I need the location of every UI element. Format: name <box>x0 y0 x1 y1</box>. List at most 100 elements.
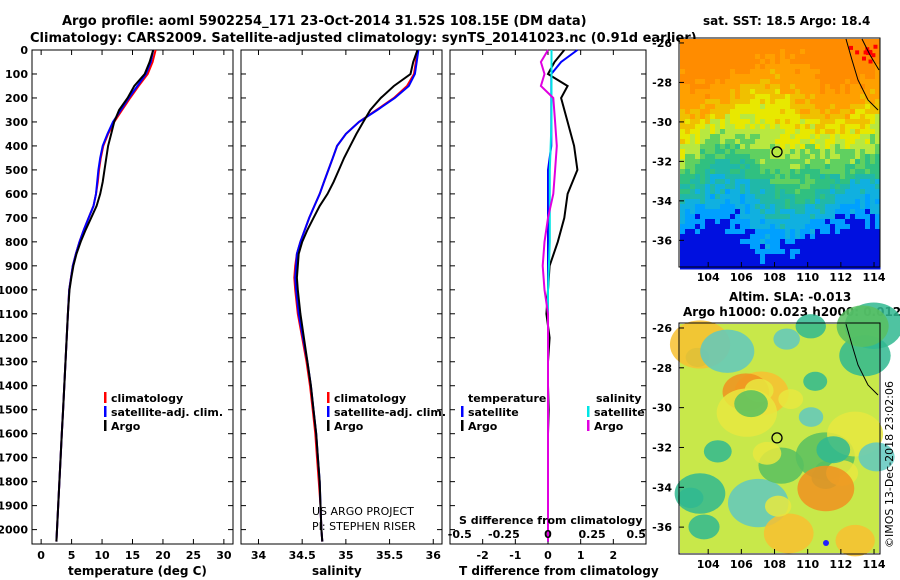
sst-cell <box>680 154 686 160</box>
sst-cell <box>815 119 821 125</box>
lon-tick-label: 104 <box>697 271 720 284</box>
sst-cell <box>795 94 801 100</box>
sst-cell <box>820 89 826 95</box>
sst-cell <box>780 49 786 55</box>
sst-cell <box>735 179 741 185</box>
sst-cell <box>715 94 721 100</box>
sst-cell <box>840 174 846 180</box>
sst-cell <box>705 124 711 130</box>
sst-cell <box>785 84 791 90</box>
sst-cell <box>850 64 856 70</box>
sst-cell <box>785 144 791 150</box>
s-tick-label: 0 <box>544 528 552 541</box>
sst-cell <box>835 229 841 235</box>
sst-cell <box>815 149 821 155</box>
sst-cell <box>875 239 881 245</box>
sst-cell <box>800 74 806 80</box>
sst-cell <box>720 44 726 50</box>
sst-cell <box>690 229 696 235</box>
depth-tick-label: 800 <box>5 236 28 249</box>
sst-cell <box>780 124 786 130</box>
sst-cell <box>815 99 821 105</box>
depth-axis: 0100200300400500600700800900100011001200… <box>0 44 28 537</box>
sst-cell <box>715 64 721 70</box>
sst-cell <box>755 179 761 185</box>
sst-cell <box>735 119 741 125</box>
sst-cell <box>795 209 801 215</box>
sst-cell <box>690 129 696 135</box>
sst-cell <box>700 219 706 225</box>
sst-cell <box>865 174 871 180</box>
sst-cell <box>815 219 821 225</box>
sst-cell <box>815 84 821 90</box>
sst-cell <box>695 234 701 240</box>
sst-cell <box>695 74 701 80</box>
sst-cell <box>845 219 851 225</box>
sst-cell <box>770 114 776 120</box>
sst-cell <box>700 99 706 105</box>
sst-cell <box>820 69 826 75</box>
sst-cell <box>825 119 831 125</box>
sst-cell <box>700 114 706 120</box>
sst-cell <box>705 134 711 140</box>
sst-cell <box>835 89 841 95</box>
sst-cell <box>825 104 831 110</box>
sst-cell <box>760 59 766 65</box>
sst-cell <box>710 179 716 185</box>
sst-cell <box>875 174 881 180</box>
sst-cell <box>775 224 781 230</box>
sst-cell <box>725 179 731 185</box>
sst-cell <box>810 174 816 180</box>
sst-cell <box>740 184 746 190</box>
sst-cell <box>790 89 796 95</box>
sst-cell <box>810 204 816 210</box>
lat-tick-label: -26 <box>652 37 672 50</box>
x-tick-label: 34 <box>251 549 267 562</box>
sst-cell <box>700 154 706 160</box>
sst-cell <box>755 199 761 205</box>
sst-cell <box>760 109 766 115</box>
sst-cell <box>840 189 846 195</box>
sst-cell <box>830 69 836 75</box>
sst-cell <box>770 54 776 60</box>
sst-cell <box>875 109 881 115</box>
sst-cell <box>740 109 746 115</box>
sst-cell <box>760 154 766 160</box>
sst-cell <box>710 239 716 245</box>
sst-cell <box>760 159 766 165</box>
sst-cell <box>830 49 836 55</box>
legend-mark-climatology <box>327 392 330 403</box>
sst-cell <box>840 259 846 265</box>
sst-cell <box>775 149 781 155</box>
sst-cell <box>850 69 856 75</box>
sst-cell <box>835 39 841 45</box>
sst-cell <box>840 229 846 235</box>
sst-cell <box>770 99 776 105</box>
sst-cell <box>865 169 871 175</box>
sst-cell <box>785 154 791 160</box>
sst-cell <box>725 244 731 250</box>
sst-cell <box>730 109 736 115</box>
sst-cell <box>765 184 771 190</box>
sst-cell <box>850 134 856 140</box>
sst-cell <box>740 199 746 205</box>
difference-legend: temperature salinity satellite Argo sate… <box>459 392 645 527</box>
sst-cell <box>845 84 851 90</box>
sst-cell <box>690 54 696 60</box>
sst-cell <box>700 129 706 135</box>
sst-cell <box>840 219 846 225</box>
sst-cell <box>795 39 801 45</box>
sst-cell <box>735 194 741 200</box>
sst-cell <box>690 94 696 100</box>
sst-cell <box>750 124 756 130</box>
sst-cell <box>830 189 836 195</box>
sst-cell <box>810 44 816 50</box>
sst-cell <box>705 259 711 265</box>
sst-cell <box>870 184 876 190</box>
sst-cell <box>705 224 711 230</box>
sst-cell <box>855 244 861 250</box>
sst-cell <box>765 89 771 95</box>
sst-cell <box>780 84 786 90</box>
sst-cell <box>710 89 716 95</box>
sst-cell <box>705 179 711 185</box>
